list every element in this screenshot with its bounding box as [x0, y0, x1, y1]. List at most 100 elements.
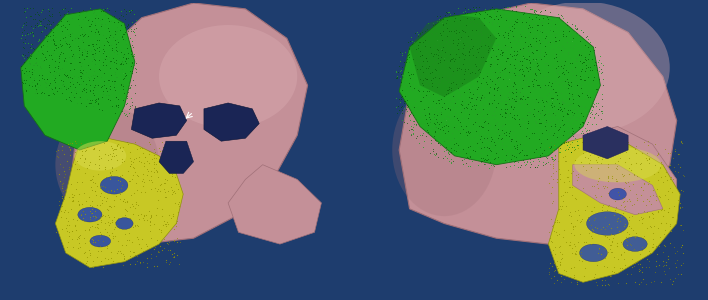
Point [413, 141, 425, 146]
Point [155, 182, 166, 186]
Point [569, 252, 581, 257]
Point [539, 128, 551, 133]
Point [118, 95, 130, 100]
Point [444, 77, 455, 82]
Point [579, 154, 590, 159]
Point [481, 111, 492, 116]
Point [63, 164, 74, 169]
Point [151, 169, 162, 174]
Point [410, 123, 421, 128]
Point [126, 20, 137, 25]
Point [496, 146, 507, 151]
Point [418, 94, 429, 99]
Point [24, 5, 35, 10]
Point [74, 241, 85, 246]
Point [125, 205, 136, 209]
Point [89, 208, 101, 213]
Point [467, 147, 479, 152]
Point [87, 213, 98, 218]
Point [100, 214, 111, 218]
Point [137, 237, 148, 242]
Point [497, 70, 508, 75]
Point [91, 221, 103, 226]
Point [558, 82, 569, 87]
Point [18, 71, 30, 76]
Point [100, 226, 111, 231]
Point [663, 210, 674, 214]
Point [556, 98, 568, 103]
Point [636, 265, 648, 269]
Point [593, 112, 604, 117]
Point [491, 104, 502, 109]
Point [507, 32, 518, 37]
Point [467, 158, 478, 163]
Point [547, 184, 558, 189]
Point [469, 101, 480, 106]
Point [90, 239, 101, 244]
Point [45, 86, 57, 91]
Point [553, 220, 564, 224]
Point [561, 78, 573, 83]
Point [401, 82, 413, 87]
Point [556, 101, 568, 106]
Point [562, 174, 573, 179]
Point [119, 74, 130, 79]
Point [115, 174, 126, 179]
Point [507, 107, 518, 112]
Point [79, 212, 91, 216]
Point [660, 147, 671, 152]
Point [403, 128, 414, 133]
Point [590, 100, 602, 105]
Point [475, 156, 486, 161]
Point [415, 99, 426, 104]
Point [447, 37, 459, 42]
Point [115, 145, 126, 149]
Point [61, 229, 72, 233]
Point [519, 10, 530, 15]
Point [588, 48, 600, 52]
Point [125, 205, 136, 209]
Point [566, 131, 578, 136]
Point [672, 151, 683, 156]
Point [538, 120, 549, 125]
Point [533, 44, 544, 48]
Point [116, 108, 127, 113]
Point [518, 72, 530, 77]
Point [76, 38, 88, 43]
Point [648, 172, 659, 177]
Point [445, 161, 457, 166]
Point [430, 108, 442, 113]
Point [449, 70, 460, 74]
Point [452, 128, 464, 133]
Point [482, 100, 493, 105]
Point [111, 24, 122, 29]
Point [390, 68, 401, 73]
Point [582, 44, 593, 49]
Point [415, 114, 426, 119]
Point [603, 282, 615, 287]
Point [534, 41, 545, 46]
Point [675, 223, 687, 227]
Point [550, 89, 561, 94]
Point [425, 51, 436, 56]
Point [481, 46, 493, 51]
Point [36, 28, 47, 33]
Point [576, 63, 587, 68]
Point [555, 79, 566, 84]
Point [81, 259, 92, 263]
Point [97, 264, 108, 269]
Point [110, 79, 121, 83]
Point [17, 22, 28, 27]
Point [560, 118, 571, 123]
Point [528, 107, 539, 112]
Point [553, 73, 564, 78]
Point [647, 244, 658, 249]
Point [596, 156, 607, 161]
Point [79, 87, 90, 92]
Point [88, 85, 100, 90]
Point [129, 62, 140, 67]
Point [417, 70, 428, 75]
Point [467, 19, 479, 24]
Point [405, 124, 416, 129]
Point [105, 250, 117, 254]
